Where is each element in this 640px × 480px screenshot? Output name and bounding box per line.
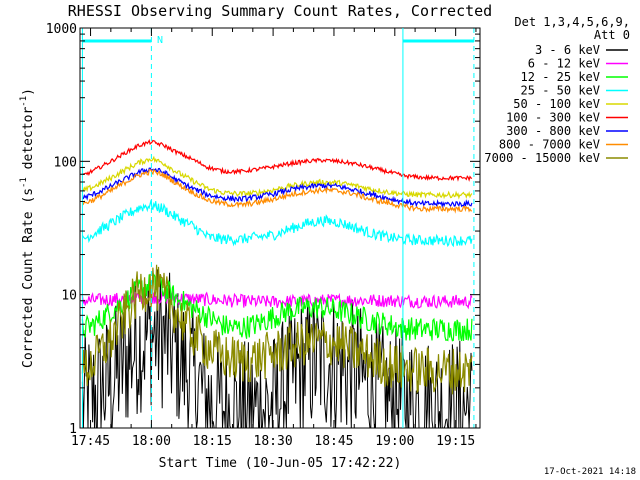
y-axis-label-main: Corrected Count Rate (s [21, 188, 36, 368]
legend-label: 800 - 7000 keV [499, 138, 600, 152]
x-axis-label: Start Time (10-Jun-05 17:42:22) [159, 456, 402, 471]
y-axis-label-mid: detector [21, 107, 36, 178]
chart-title: RHESSI Observing Summary Count Rates, Co… [68, 2, 492, 20]
legend-label: 100 - 300 keV [506, 111, 600, 125]
legend-detector-info: Det 1,3,4,5,6,9, [514, 15, 630, 29]
series-line [81, 264, 473, 395]
y-tick-label: 100 [54, 155, 77, 170]
x-axis: 17:45 18:00 18:15 18:30 18:45 19:00 19:15 [71, 28, 477, 449]
plot-area-frame [79, 27, 481, 429]
series-line [82, 167, 473, 209]
legend-label: 25 - 50 keV [521, 84, 600, 98]
y-tick-label: 1 [69, 422, 77, 437]
legend-label: 300 - 800 keV [506, 124, 600, 138]
legend-label: 6 - 12 keV [528, 57, 600, 71]
y-tick-label: 1000 [46, 22, 77, 37]
series-group [81, 138, 473, 429]
y-axis-label-sup2: -1 [19, 96, 29, 107]
x-tick-label: 18:45 [314, 434, 353, 449]
x-tick-label: 18:00 [132, 434, 171, 449]
x-tick-label: 17:45 [71, 434, 110, 449]
y-tick-label: 10 [61, 289, 77, 304]
legend-label: 7000 - 15000 keV [484, 151, 600, 165]
y-axis-label-sup1: -1 [19, 177, 29, 188]
series-line [81, 273, 473, 342]
y-axis: 1 10 100 1000 [46, 22, 480, 437]
series-line [82, 138, 473, 182]
x-tick-label: 18:15 [193, 434, 232, 449]
legend-label: 50 - 100 keV [513, 97, 600, 111]
legend-label: 3 - 6 keV [535, 43, 600, 57]
footer-date: 17-Oct-2021 14:18 [544, 467, 636, 477]
x-tick-label: 19:15 [436, 434, 475, 449]
series-line [82, 155, 473, 200]
x-tick-label: 19:00 [375, 434, 414, 449]
series-line [81, 290, 473, 310]
x-tick-label: 18:30 [254, 434, 293, 449]
series-line [81, 168, 472, 214]
night-marker-label: N [157, 35, 163, 46]
legend-attenuator-info: Att 0 [594, 28, 630, 42]
y-axis-label-end: ) [21, 88, 36, 96]
series-line [81, 200, 473, 248]
legend-label: 12 - 25 keV [521, 70, 600, 84]
vertical-markers [81, 28, 475, 428]
y-axis-label: Corrected Count Rate (s-1 detector-1) [19, 88, 36, 368]
